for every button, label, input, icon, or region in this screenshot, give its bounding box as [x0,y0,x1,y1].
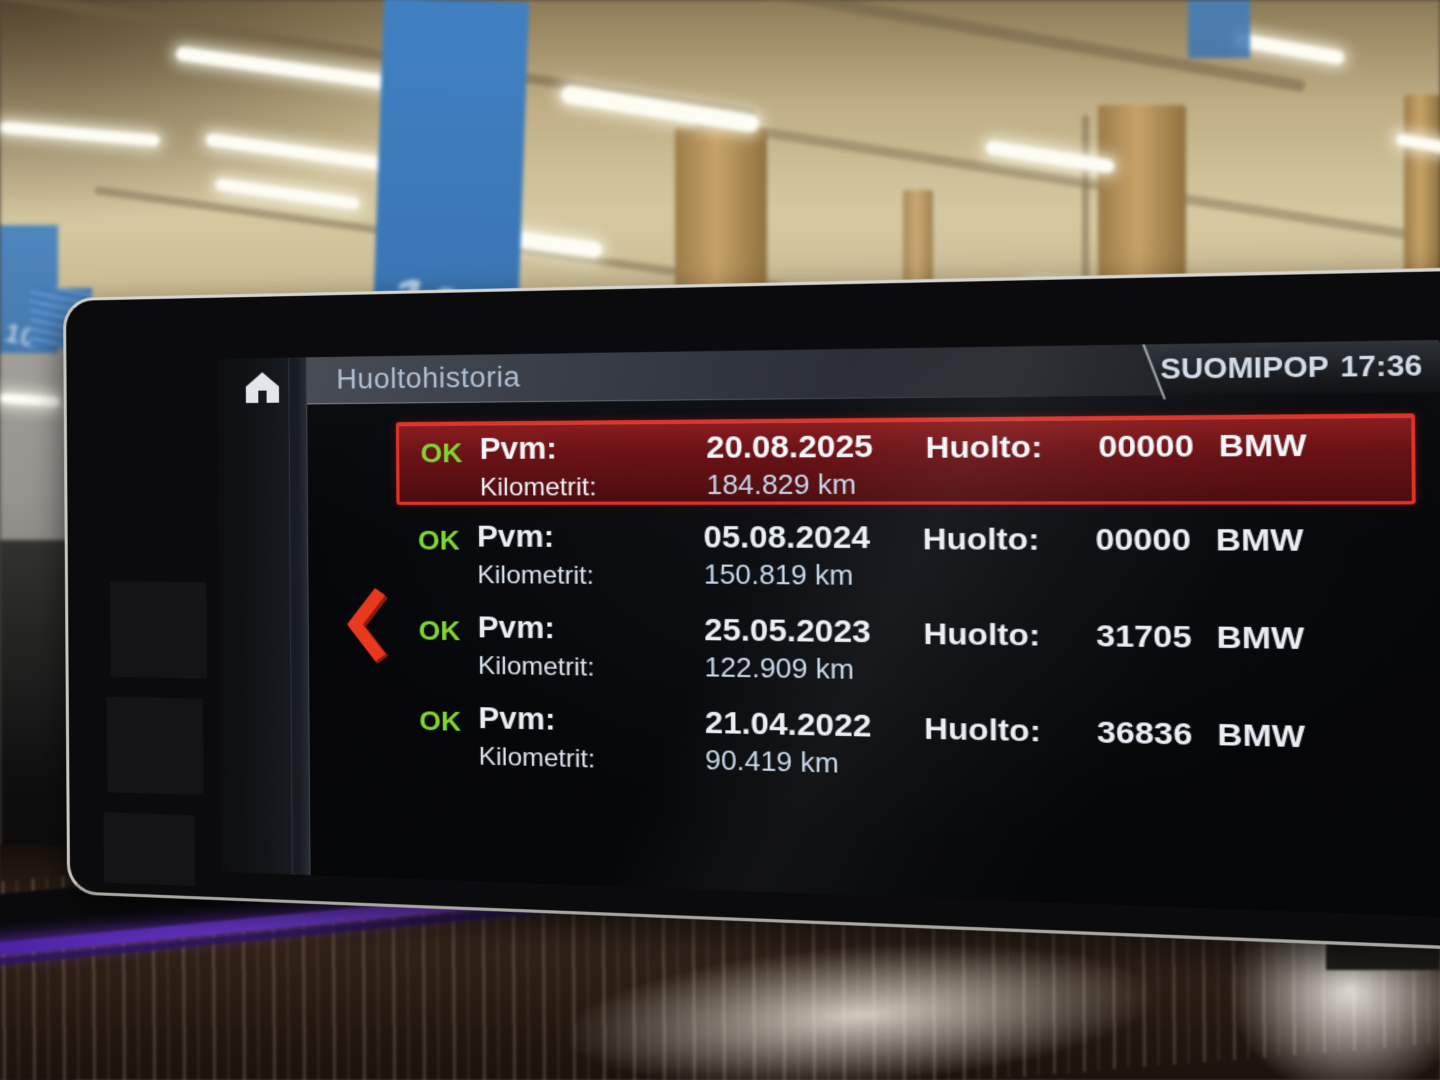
sidebar [217,357,311,876]
service-row[interactable]: OK Pvm: 21.04.2022 Huolto: 36836 BMW Kil… [398,692,1418,802]
service-label: Huolto: [922,522,1040,557]
service-code: 36836 [1096,714,1193,752]
date-label: Pvm: [478,701,556,738]
status-ok: OK [419,704,462,738]
clock: 17:36 [1340,349,1423,383]
km-label: Kilometrit: [477,561,595,591]
bezel-reflection [109,581,207,679]
ceiling-post [1082,115,1089,360]
hanging-banner [1188,0,1250,58]
status-ok: OK [418,614,461,647]
date-label: Pvm: [479,432,558,467]
radio-station: SUOMIPOP [1160,351,1330,385]
service-code: 00000 [1098,428,1195,464]
status-ok: OK [420,437,463,469]
service-label: Huolto: [923,616,1041,653]
service-date: 20.08.2025 [706,429,874,466]
dealer-name: BMW [1216,619,1305,656]
header-bar: Huoltohistoria SUOMIPOP 17:36 [306,339,1440,405]
idrive-screen: Huoltohistoria SUOMIPOP 17:36 OK [63,263,1440,958]
page-title: Huoltohistoria [336,361,521,395]
km-value: 122.909 km [704,652,855,686]
km-value: 150.819 km [703,560,854,592]
home-icon[interactable] [244,370,281,405]
status-bar: SUOMIPOP 17:36 [1131,340,1440,396]
bezel-reflection [106,696,204,796]
dealer-name: BMW [1215,522,1304,558]
service-label: Huolto: [923,711,1041,748]
km-value: 90.419 km [705,745,839,780]
service-date: 25.05.2023 [704,613,871,650]
idrive-display: Huoltohistoria SUOMIPOP 17:36 OK [217,339,1440,918]
service-code: 31705 [1095,618,1192,655]
service-history-list: OK Pvm: 20.08.2025 Huolto: 00000 BMW Kil… [395,413,1418,810]
dealer-name: BMW [1217,717,1306,754]
service-date: 05.08.2024 [703,520,871,556]
service-row[interactable]: OK Pvm: 20.08.2025 Huolto: 00000 BMW Kil… [395,413,1416,505]
bezel-reflection [103,812,195,887]
km-value: 184.829 km [706,470,857,501]
service-row[interactable]: OK Pvm: 25.05.2023 Huolto: 31705 BMW Kil… [397,602,1417,703]
service-label: Huolto: [925,429,1043,465]
service-date: 21.04.2022 [704,706,872,745]
service-code: 00000 [1095,522,1192,558]
km-label: Kilometrit: [478,742,596,774]
media-playback-icon [1132,357,1150,384]
date-label: Pvm: [477,611,556,646]
dealer-name: BMW [1218,427,1307,464]
date-label: Pvm: [476,520,555,555]
chevron-left-icon[interactable] [342,585,389,668]
km-label: Kilometrit: [479,473,597,502]
km-label: Kilometrit: [477,651,595,683]
service-row[interactable]: OK Pvm: 05.08.2024 Huolto: 00000 BMW Kil… [396,512,1416,604]
status-ok: OK [417,524,460,556]
